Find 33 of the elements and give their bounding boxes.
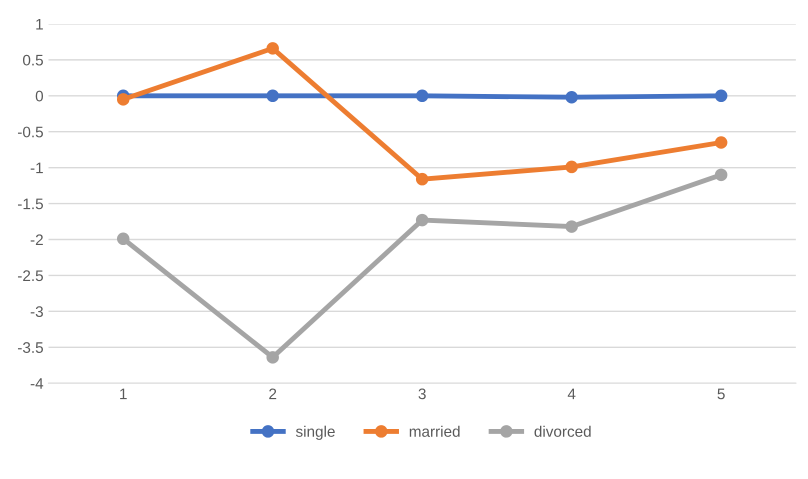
y-tick-label: -3: [30, 306, 43, 318]
legend-label: single: [296, 426, 335, 440]
point: [266, 90, 279, 102]
x-tick-label: 2: [269, 388, 276, 400]
point: [266, 351, 279, 364]
point: [565, 90, 578, 104]
x-tick-label: 1: [120, 388, 127, 400]
y-tick-label: -1.5: [18, 198, 43, 210]
point: [565, 220, 578, 233]
x-tick-label: 5: [718, 388, 725, 400]
point: [116, 93, 130, 106]
y-tick-label: 1: [36, 18, 43, 30]
y-tick-label: -2: [30, 234, 43, 246]
point: [416, 214, 428, 226]
point: [266, 42, 279, 55]
y-tick-label: 0.5: [22, 54, 43, 66]
y-tick-label: -3.5: [18, 342, 43, 353]
point: [116, 232, 130, 246]
point: [714, 90, 728, 102]
y-tick-label: 0: [36, 90, 44, 102]
y-tick-label: -4: [30, 378, 44, 389]
legend-label: divorced: [534, 426, 591, 437]
y-tick-label: -0.5: [18, 126, 43, 138]
y-tick-label: -2.5: [18, 270, 43, 282]
x-tick-label: 3: [418, 388, 426, 400]
point: [714, 168, 728, 182]
point: [416, 90, 428, 102]
point: [714, 136, 728, 149]
x-tick-label: 4: [568, 388, 576, 400]
point: [565, 160, 578, 174]
y-tick-label: -1: [30, 162, 43, 174]
point: [416, 172, 428, 186]
legend-label: married: [410, 426, 460, 437]
